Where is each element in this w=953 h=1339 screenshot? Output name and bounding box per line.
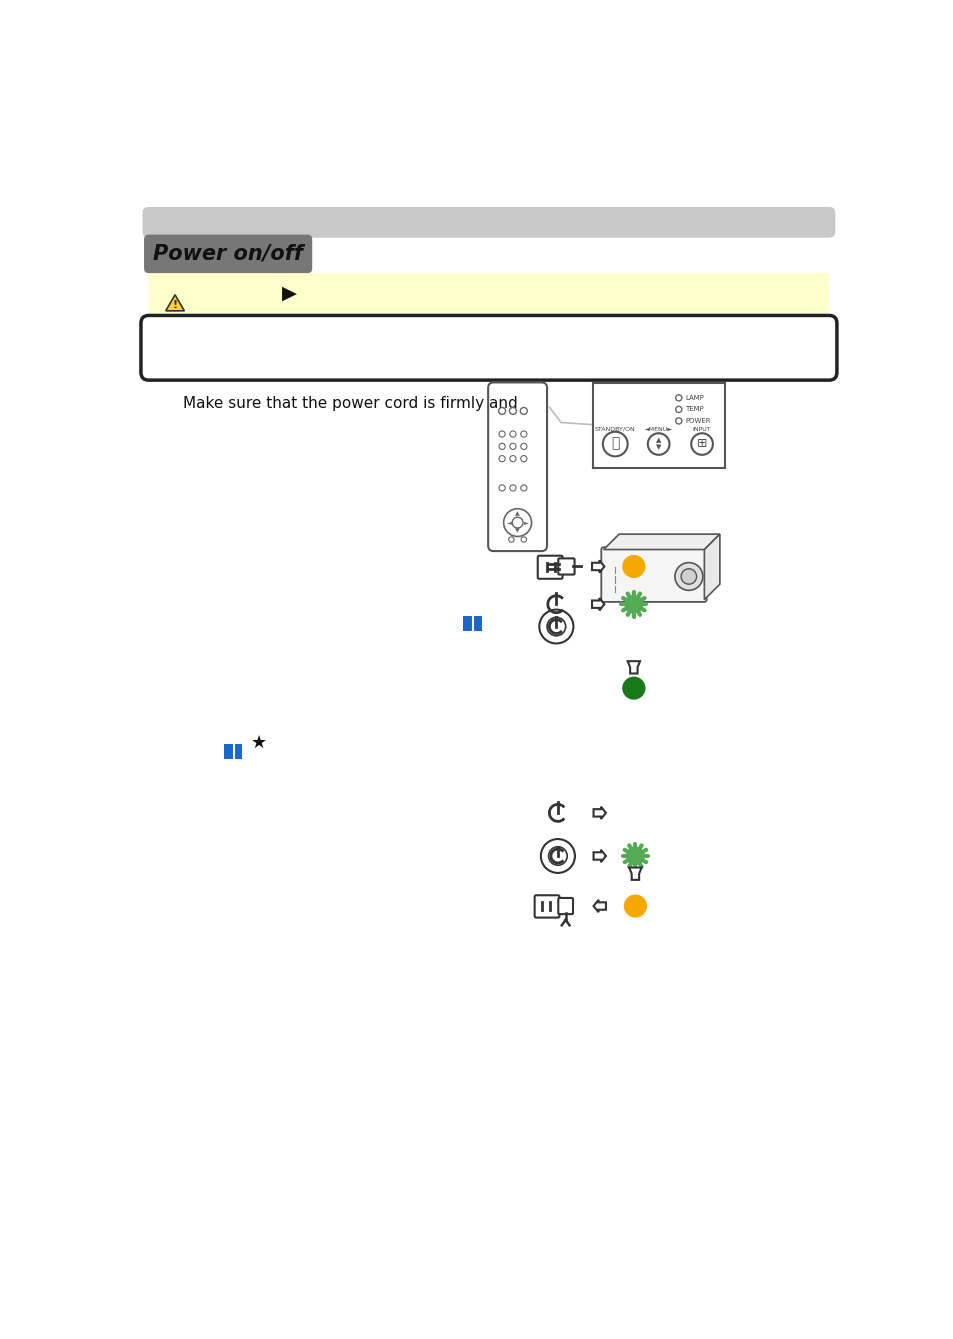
Polygon shape <box>593 900 605 912</box>
Circle shape <box>625 846 644 865</box>
Circle shape <box>520 485 526 491</box>
Circle shape <box>624 595 642 613</box>
FancyBboxPatch shape <box>600 548 706 603</box>
Text: !: ! <box>172 300 177 309</box>
Text: ◄MENU►: ◄MENU► <box>644 427 672 432</box>
Circle shape <box>621 554 645 578</box>
Circle shape <box>546 617 565 636</box>
Circle shape <box>520 431 526 437</box>
Circle shape <box>538 609 573 644</box>
Polygon shape <box>166 295 184 311</box>
Circle shape <box>691 434 712 455</box>
FancyBboxPatch shape <box>592 383 723 467</box>
Text: ▲: ▲ <box>515 511 519 517</box>
Text: TEMP: TEMP <box>684 407 703 412</box>
Polygon shape <box>703 534 720 600</box>
FancyBboxPatch shape <box>534 896 558 917</box>
FancyBboxPatch shape <box>149 273 828 313</box>
Circle shape <box>498 431 505 437</box>
Circle shape <box>623 894 646 917</box>
Circle shape <box>509 431 516 437</box>
Text: ⏻: ⏻ <box>611 437 618 450</box>
Circle shape <box>520 537 526 542</box>
Circle shape <box>498 407 505 414</box>
Circle shape <box>520 455 526 462</box>
Circle shape <box>675 395 681 400</box>
Circle shape <box>602 431 627 457</box>
FancyBboxPatch shape <box>537 556 562 578</box>
Circle shape <box>509 485 516 491</box>
Polygon shape <box>593 850 605 862</box>
Circle shape <box>519 407 527 414</box>
Circle shape <box>498 485 505 491</box>
Text: Power on/off: Power on/off <box>152 244 302 264</box>
FancyBboxPatch shape <box>224 743 233 759</box>
Circle shape <box>512 517 522 528</box>
Polygon shape <box>627 661 639 674</box>
Circle shape <box>624 595 642 613</box>
Text: ▼: ▼ <box>515 529 519 533</box>
Circle shape <box>503 509 531 537</box>
Polygon shape <box>592 599 604 611</box>
Circle shape <box>520 443 526 450</box>
Circle shape <box>498 443 505 450</box>
FancyBboxPatch shape <box>558 898 573 915</box>
Circle shape <box>509 443 516 450</box>
Circle shape <box>674 562 702 590</box>
Text: ▶: ▶ <box>282 284 297 303</box>
Circle shape <box>548 846 567 865</box>
Circle shape <box>680 569 696 584</box>
Text: LAMP: LAMP <box>684 395 703 400</box>
Text: ▲
▼: ▲ ▼ <box>656 437 660 450</box>
Circle shape <box>509 455 516 462</box>
Polygon shape <box>629 868 641 880</box>
Circle shape <box>498 455 505 462</box>
FancyBboxPatch shape <box>142 208 835 238</box>
Circle shape <box>675 406 681 412</box>
Circle shape <box>509 407 516 414</box>
FancyBboxPatch shape <box>488 383 546 552</box>
Circle shape <box>621 676 645 700</box>
Circle shape <box>508 537 514 542</box>
Text: ►: ► <box>523 520 528 525</box>
Text: POWER: POWER <box>684 418 710 424</box>
Text: INPUT: INPUT <box>692 427 711 432</box>
Text: ★: ★ <box>251 734 267 751</box>
FancyBboxPatch shape <box>141 316 836 380</box>
Text: ◄: ◄ <box>506 520 511 525</box>
Polygon shape <box>593 806 605 819</box>
Circle shape <box>675 418 681 424</box>
FancyBboxPatch shape <box>233 743 242 759</box>
Text: STANDBY/ON: STANDBY/ON <box>595 427 635 432</box>
Circle shape <box>647 434 669 455</box>
FancyBboxPatch shape <box>472 616 481 631</box>
Polygon shape <box>603 534 720 549</box>
Polygon shape <box>592 560 604 573</box>
Circle shape <box>540 840 575 873</box>
Circle shape <box>625 846 644 865</box>
FancyBboxPatch shape <box>144 234 312 273</box>
Text: ⊞: ⊞ <box>696 437 706 450</box>
FancyBboxPatch shape <box>558 558 574 574</box>
Text: Make sure that the power cord is firmly and: Make sure that the power cord is firmly … <box>183 396 517 411</box>
FancyBboxPatch shape <box>463 616 472 631</box>
